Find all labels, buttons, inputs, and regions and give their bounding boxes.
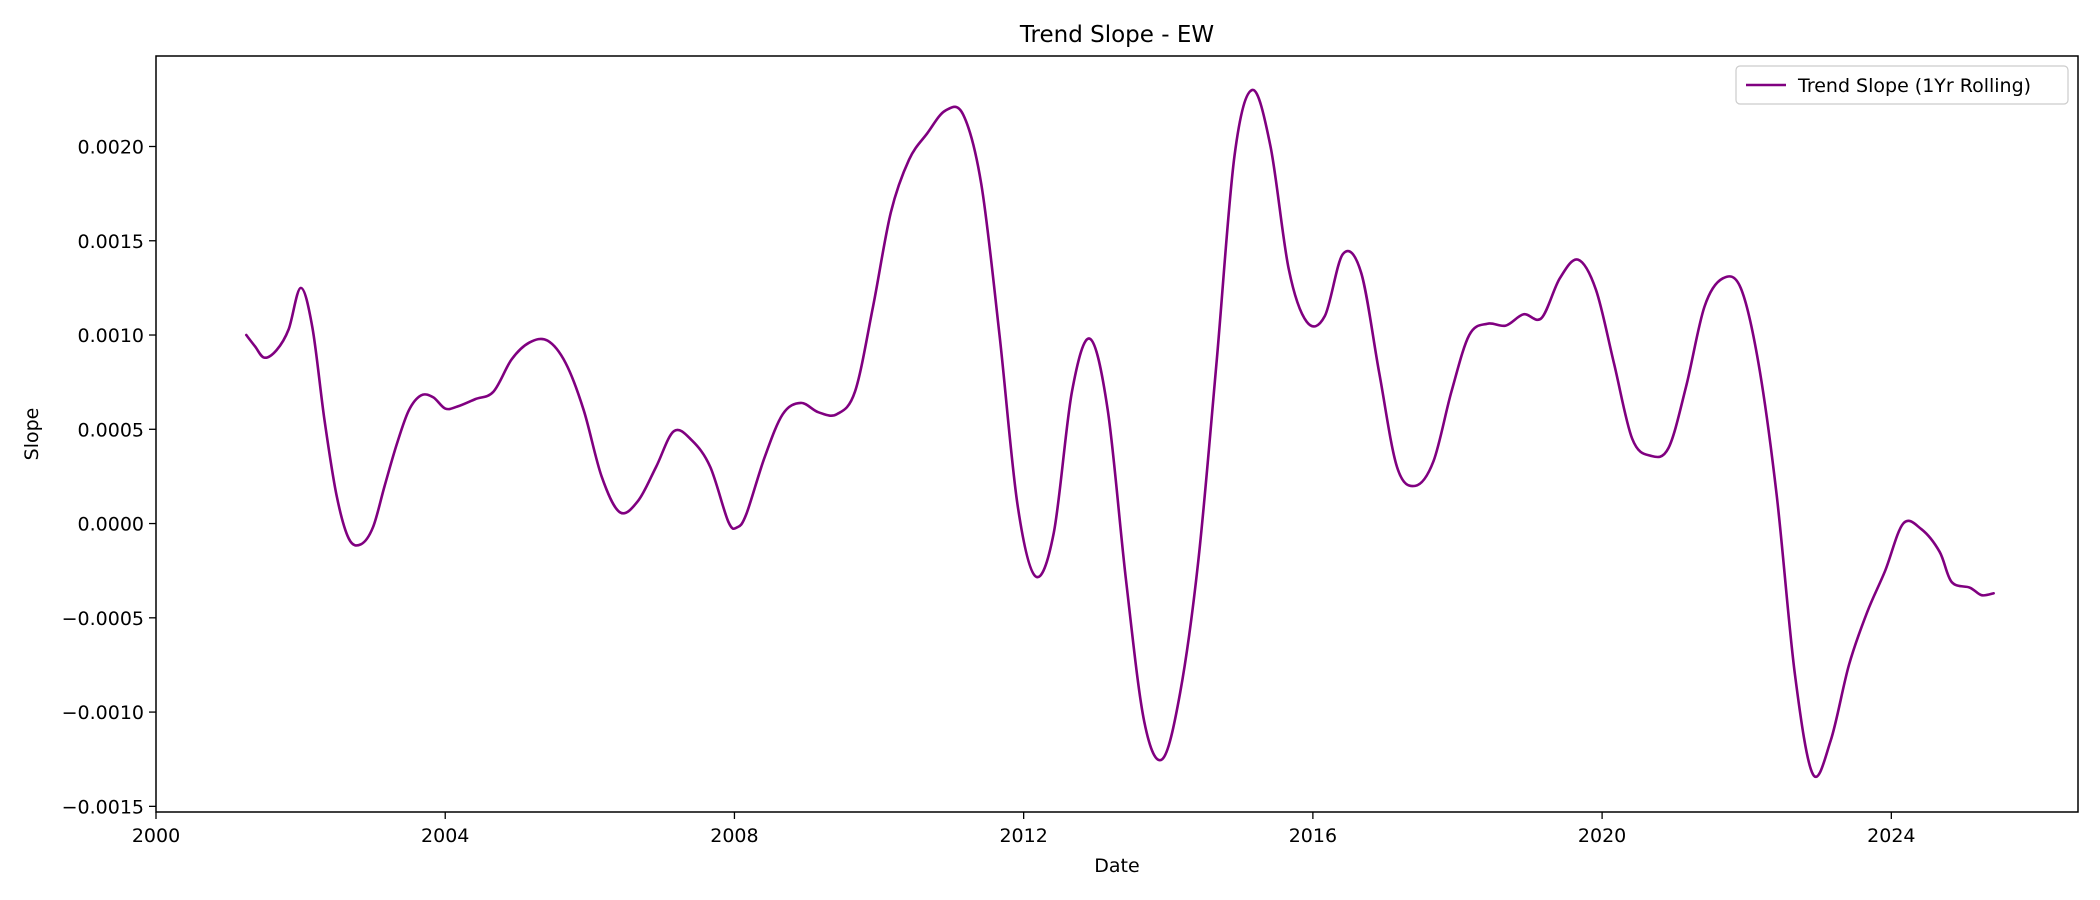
y-tick-label: 0.0005 [78, 419, 144, 441]
series-layer [244, 88, 1995, 779]
x-tick-label: 2012 [999, 825, 1047, 847]
y-tick-label: −0.0010 [62, 702, 144, 724]
plot-frame [155, 55, 2079, 813]
legend-label: Trend Slope (1Yr Rolling) [1797, 75, 2031, 97]
y-axis-title: Slope [21, 408, 43, 461]
y-tick-label: 0.0020 [78, 136, 144, 158]
y-tick-label: 0.0015 [78, 231, 144, 253]
legend: Trend Slope (1Yr Rolling) [1735, 65, 2069, 105]
x-tick-label: 2024 [1867, 825, 1915, 847]
y-tick-label: 0.0000 [78, 514, 144, 536]
series-line [244, 88, 1995, 779]
legend-box [1735, 65, 2069, 105]
y-tick-label: −0.0015 [62, 796, 144, 818]
x-tick-label: 2016 [1289, 825, 1337, 847]
x-tick-label: 2008 [710, 825, 758, 847]
x-tick-label: 2004 [421, 825, 469, 847]
x-tick-label: 2000 [132, 825, 180, 847]
chart-title: Trend Slope - EW [1019, 22, 1214, 48]
x-axis-title: Date [1094, 855, 1139, 877]
x-tick-label: 2020 [1578, 825, 1626, 847]
y-tick-label: 0.0010 [78, 325, 144, 347]
x-axis-ticks: 2000 2004 2008 2012 2016 2020 2024 [132, 812, 1916, 847]
y-tick-label: −0.0005 [62, 608, 144, 630]
y-axis-ticks: −0.0015 −0.0010 −0.0005 0.0000 0.0005 0.0010 0… [62, 136, 156, 818]
